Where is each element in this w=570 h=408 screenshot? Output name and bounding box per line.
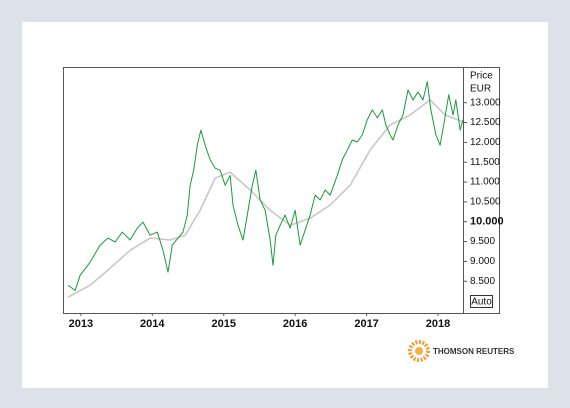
unit-label: EUR — [470, 84, 491, 95]
y-tick-label: 12.000 — [470, 137, 501, 148]
y-tick-label: 10.000 — [470, 216, 504, 228]
plot-area — [67, 81, 463, 298]
x-tick-label: 2017 — [354, 318, 378, 330]
x-tick-label: 2015 — [211, 318, 235, 330]
brand-logo — [408, 340, 430, 362]
y-tick-label: 12.500 — [470, 117, 501, 128]
y-tick-label: 11.000 — [470, 177, 500, 188]
brand-name: THOMSON REUTERS — [433, 347, 515, 356]
x-tick-label: 2014 — [140, 318, 165, 330]
y-tick-label: 10.500 — [470, 197, 501, 208]
y-axis-label: Price — [470, 71, 493, 82]
y-tick-label: 9.500 — [470, 236, 495, 247]
auto-button-label[interactable]: Auto — [471, 297, 492, 308]
x-tick-label: 2013 — [69, 318, 93, 330]
y-tick-label: 9.000 — [470, 256, 495, 267]
price-line — [67, 81, 463, 291]
y-tick-label: 13.000 — [470, 97, 501, 108]
panel — [22, 22, 548, 388]
auto-button[interactable] — [470, 295, 493, 308]
chart-frame — [63, 67, 500, 314]
y-tick-label: 11.500 — [470, 157, 500, 168]
x-tick-label: 2016 — [283, 318, 307, 330]
y-tick-label: 8.500 — [470, 276, 495, 287]
x-tick-label: 2018 — [426, 318, 450, 330]
